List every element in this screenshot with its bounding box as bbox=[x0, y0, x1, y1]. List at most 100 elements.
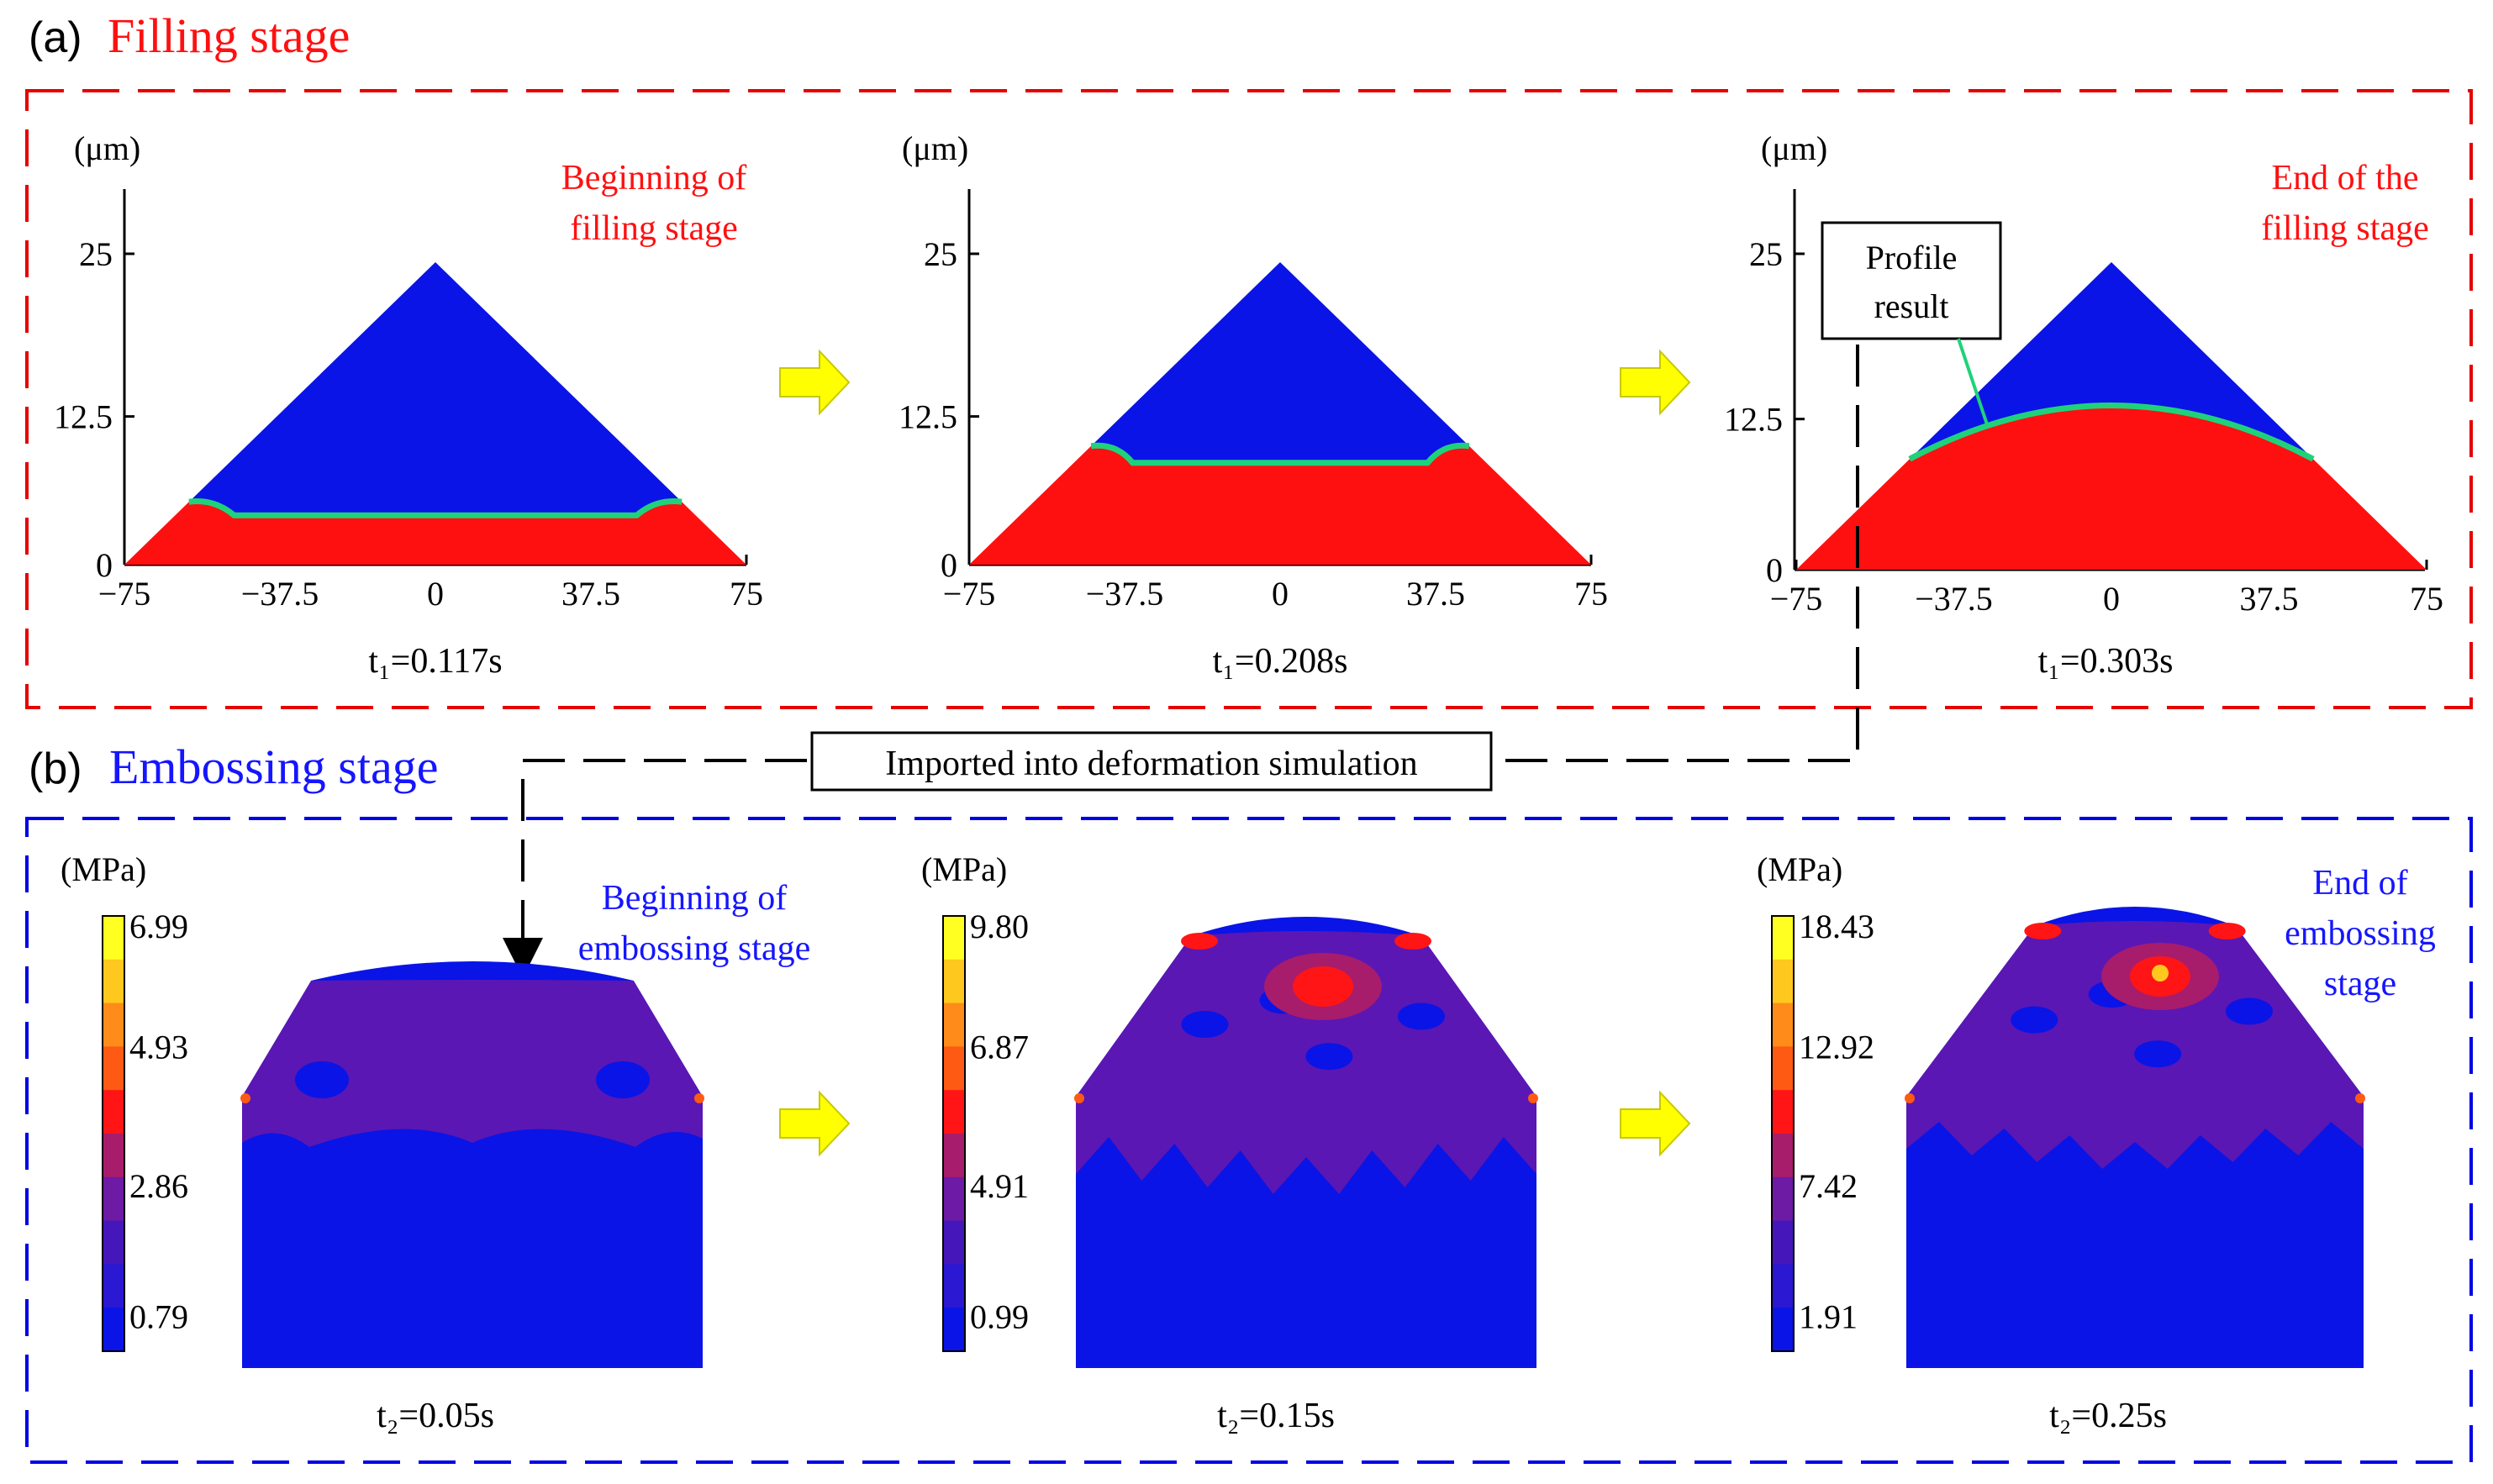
x-tick-label: −37.5 bbox=[1915, 580, 1993, 618]
stress-edge-red bbox=[2208, 923, 2246, 939]
legend-swatch bbox=[943, 1176, 965, 1222]
stress-legend: 18.43 12.92 7.42 1.91 bbox=[1771, 908, 1874, 1352]
stress-peak bbox=[2152, 965, 2169, 981]
legend-swatch bbox=[103, 1002, 124, 1047]
stress-unit-label: (MPa) bbox=[61, 850, 146, 888]
low-stress-spot bbox=[596, 1061, 650, 1098]
low-stress-spot bbox=[2226, 997, 2273, 1025]
note-end-embossing-line3: stage bbox=[2324, 965, 2396, 1003]
y-tick-label: 25 bbox=[924, 235, 957, 273]
legend-swatch bbox=[103, 1220, 124, 1265]
legend-tick-label: 12.92 bbox=[1799, 1028, 1874, 1066]
interface-line bbox=[188, 498, 683, 518]
x-tick-label: 75 bbox=[2410, 580, 2443, 618]
y-tick-label: 0 bbox=[941, 546, 957, 584]
section-b-frame bbox=[25, 817, 2473, 1464]
x-tick-label: 37.5 bbox=[1406, 575, 1465, 613]
stress-hotspot bbox=[1293, 966, 1353, 1007]
legend-outline bbox=[942, 915, 966, 1352]
interface-line bbox=[1908, 403, 2315, 462]
x-tick-label: −37.5 bbox=[1086, 575, 1164, 613]
legend-swatch bbox=[1772, 1220, 1794, 1265]
legend-tick-label: 7.42 bbox=[1799, 1167, 1858, 1205]
x-tick-label: −75 bbox=[1770, 580, 1823, 618]
stress-unit-label: (MPa) bbox=[1757, 850, 1842, 888]
legend-swatch bbox=[103, 1046, 124, 1091]
section-a-tag: (a) bbox=[29, 13, 82, 62]
y-tick-label: 12.5 bbox=[54, 398, 113, 436]
legend-outline bbox=[1771, 915, 1795, 1352]
corner-stress bbox=[240, 1093, 250, 1103]
axis-unit-label: (μm) bbox=[902, 129, 968, 167]
y-tick-label: 12.5 bbox=[1724, 401, 1783, 439]
yellow-arrow-a1 bbox=[779, 349, 851, 416]
legend-swatch bbox=[943, 1264, 965, 1308]
x-tick-label: −75 bbox=[98, 575, 151, 613]
x-tick-label: 0 bbox=[427, 575, 444, 613]
x-tick-label: 37.5 bbox=[561, 575, 620, 613]
note-beginning-embossing-line2: embossing stage bbox=[578, 929, 810, 968]
legend-swatch bbox=[103, 1090, 124, 1134]
stress-legend: 6.99 4.93 2.86 0.79 bbox=[102, 908, 188, 1352]
legend-tick-label: 4.93 bbox=[129, 1028, 188, 1066]
x-tick-label: 75 bbox=[730, 575, 763, 613]
time-label: t₂=0.15s bbox=[1217, 1397, 1335, 1435]
x-tick-label: 0 bbox=[1272, 575, 1289, 613]
legend-swatch bbox=[1772, 1264, 1794, 1308]
legend-swatch bbox=[103, 959, 124, 1004]
profile-result-box bbox=[1821, 221, 2002, 340]
note-beginning-filling-line1: Beginning of bbox=[561, 159, 746, 197]
profile-result-line1: Profile bbox=[1866, 239, 1958, 276]
legend-tick-label: 1.91 bbox=[1799, 1298, 1858, 1336]
interface-line bbox=[1090, 442, 1470, 466]
legend-swatch bbox=[943, 1134, 965, 1178]
legend-tick-label: 6.87 bbox=[970, 1028, 1029, 1066]
note-end-filling-line1: End of the bbox=[2272, 159, 2419, 197]
x-tick-label: −75 bbox=[943, 575, 996, 613]
note-beginning-embossing-line1: Beginning of bbox=[602, 879, 787, 918]
stress-band bbox=[242, 980, 703, 1147]
legend-swatch bbox=[103, 1264, 124, 1308]
x-tick-label: 0 bbox=[2103, 580, 2120, 618]
stress-band bbox=[1906, 921, 2364, 1169]
corner-stress bbox=[2355, 1093, 2365, 1103]
stress-edge-red bbox=[1394, 933, 1431, 950]
yellow-arrow-b2 bbox=[1620, 1090, 1691, 1157]
stress-unit-label: (MPa) bbox=[921, 850, 1007, 888]
legend-swatch bbox=[103, 1134, 124, 1178]
stress-edge-red bbox=[2024, 923, 2062, 939]
corner-stress bbox=[1528, 1093, 1538, 1103]
section-a-frame bbox=[25, 89, 2473, 709]
low-stress-spot bbox=[1305, 1043, 1353, 1071]
legend-swatch bbox=[1772, 1134, 1794, 1178]
section-b-title: Embossing stage bbox=[109, 739, 438, 794]
low-stress-spot bbox=[1181, 1011, 1229, 1039]
blue-air-region bbox=[1910, 262, 2313, 460]
embossing-panel-1: (MPa) 6.99 4.93 2.86 0.79 t₂=0.05s bbox=[61, 850, 704, 1435]
x-tick-label: −37.5 bbox=[241, 575, 319, 613]
y-tick-label: 25 bbox=[1749, 235, 1783, 273]
legend-swatch bbox=[943, 1002, 965, 1047]
legend-swatch bbox=[943, 1220, 965, 1265]
embossing-panel-2: (MPa) 9.80 6.87 4.91 0.99 t₂=0.15s bbox=[921, 850, 1538, 1435]
import-label-box bbox=[810, 731, 1493, 792]
legend-outline bbox=[102, 915, 125, 1352]
legend-tick-label: 4.91 bbox=[970, 1167, 1029, 1205]
legend-swatch bbox=[943, 1046, 965, 1091]
import-connector-line-left bbox=[503, 759, 807, 978]
blue-air-region bbox=[1091, 262, 1469, 463]
section-a-title: Filling stage bbox=[108, 8, 350, 63]
blue-air-region bbox=[188, 262, 683, 516]
profile-pointer-line bbox=[1957, 338, 1989, 425]
axis-unit-label: (μm) bbox=[74, 129, 140, 167]
x-tick-label: 75 bbox=[1574, 575, 1608, 613]
y-tick-label: 12.5 bbox=[899, 398, 957, 436]
note-beginning-filling-line2: filling stage bbox=[570, 209, 737, 248]
time-label: t₁=0.117s bbox=[368, 642, 502, 681]
note-end-embossing-line2: embossing bbox=[2285, 914, 2436, 953]
legend-swatch bbox=[1772, 1176, 1794, 1222]
time-label: t₂=0.25s bbox=[2049, 1397, 2167, 1435]
legend-tick-label: 0.79 bbox=[129, 1298, 188, 1336]
